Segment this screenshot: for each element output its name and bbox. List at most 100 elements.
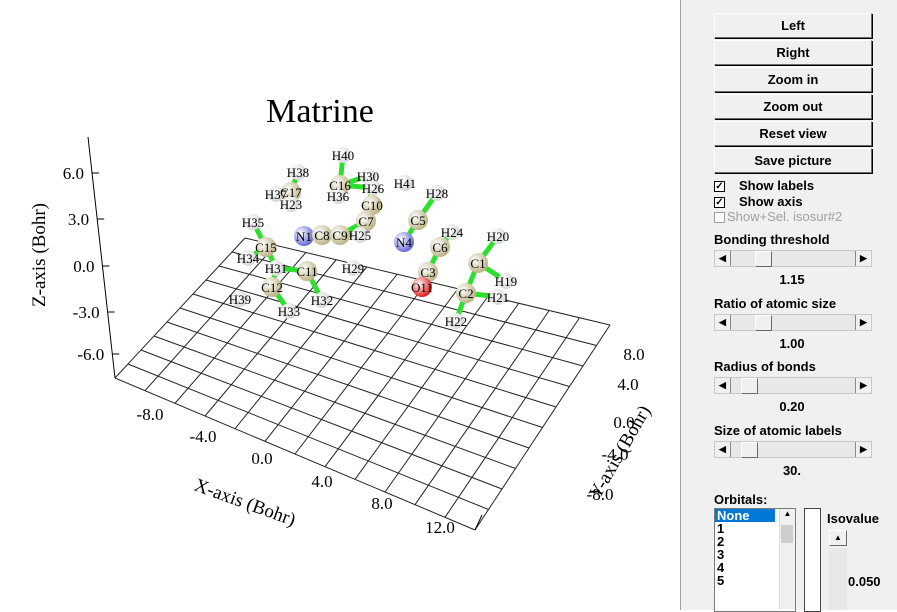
molecule: H40H38C16H30H26H41H28H37C17H23H36C10C7C5…: [229, 147, 517, 329]
atom-label: C3: [420, 265, 435, 280]
isovalue-value: 0.050: [848, 574, 881, 589]
atom-label: H35: [242, 215, 264, 230]
isovalue-track[interactable]: [829, 548, 847, 610]
checkbox-label: Show+Sel. isosur#2: [727, 209, 842, 224]
scroll-up[interactable]: ▲: [780, 509, 795, 518]
z-tick-label: -3.0: [73, 303, 100, 322]
check-box: [714, 212, 725, 223]
isovalue-label: Isovalue: [827, 511, 879, 526]
scroll-thumb[interactable]: [781, 525, 793, 543]
atom-label: H38: [287, 165, 309, 180]
button[interactable]: Zoom in: [714, 67, 872, 92]
orbital-item[interactable]: 4: [715, 561, 775, 574]
checkbox-label: Show axis: [739, 194, 803, 209]
3d-viewer[interactable]: Matrine Z-axis (Bohr) X-axis (Bohr) Y-ax…: [0, 0, 680, 610]
slider-value: 0.20: [714, 399, 870, 414]
atom-label: H23: [280, 197, 302, 212]
atom-label: C8: [314, 228, 329, 243]
checkbox[interactable]: ✓ Show labels: [714, 178, 814, 193]
button[interactable]: Right: [714, 40, 872, 65]
grid-line: [206, 280, 570, 387]
button[interactable]: Zoom out: [714, 94, 872, 119]
z-tick-label: 3.0: [68, 210, 89, 229]
slider-left[interactable]: ◀: [715, 251, 731, 266]
atom-label: H39: [229, 292, 251, 307]
slider-value: 1.00: [714, 336, 870, 351]
slider-right[interactable]: ▶: [855, 251, 871, 266]
atom-label: N4: [396, 235, 412, 250]
slider-label: Size of atomic labels: [714, 423, 842, 438]
slider-value: 1.15: [714, 272, 870, 287]
slider-left[interactable]: ◀: [715, 378, 731, 393]
atom-label: H19: [495, 274, 517, 289]
slider[interactable]: ◀▶: [714, 250, 872, 267]
z-tick-label: -6.0: [77, 345, 104, 364]
slider-left[interactable]: ◀: [715, 442, 731, 457]
atom-label: H29: [342, 261, 364, 276]
orbital-item[interactable]: 3: [715, 548, 775, 561]
y-tick-label: -4.0: [602, 445, 629, 464]
x-tick-label: 0.0: [251, 449, 272, 468]
checkbox[interactable]: ✓ Show axis: [714, 194, 803, 209]
check-box: ✓: [714, 181, 725, 192]
y-tick-label: 8.0: [623, 345, 644, 364]
atom-label: C1: [470, 256, 485, 271]
molecule-title: Matrine: [266, 93, 374, 130]
checkbox: Show+Sel. isosur#2: [714, 209, 842, 224]
button[interactable]: Save picture: [714, 148, 872, 173]
atom-label: C9: [332, 228, 347, 243]
atom-label: H33: [278, 304, 300, 319]
y-tick-label: 0.0: [613, 413, 634, 432]
grid-line: [167, 322, 529, 448]
x-axis-label: X-axis (Bohr): [191, 475, 298, 531]
orbital-item[interactable]: None: [715, 509, 775, 522]
slider-thumb[interactable]: [755, 315, 772, 331]
slider-thumb[interactable]: [741, 378, 758, 394]
atom-label: C11: [296, 264, 317, 279]
x-tick-label: 8.0: [371, 494, 392, 513]
atom-label: C5: [410, 213, 425, 228]
slider-thumb[interactable]: [741, 442, 758, 458]
atom-label: C10: [361, 198, 383, 213]
checkbox-label: Show labels: [739, 178, 814, 193]
list-scrollbar[interactable]: ▲: [779, 509, 795, 609]
slider[interactable]: ◀▶: [714, 377, 872, 394]
slider-label: Radius of bonds: [714, 359, 816, 374]
z-axis-label: Z-axis (Bohr): [29, 203, 50, 307]
y-axis-edge: [475, 515, 482, 530]
y-tick-label: -8.0: [587, 485, 614, 504]
atom-label: C7: [358, 214, 374, 229]
slider-thumb[interactable]: [755, 251, 772, 267]
atom-label: H20: [487, 229, 509, 244]
orbital-item[interactable]: 1: [715, 522, 775, 535]
slider-right[interactable]: ▶: [855, 442, 871, 457]
slider-left[interactable]: ◀: [715, 315, 731, 330]
atom-label: H40: [332, 148, 354, 163]
atom-label: H31: [265, 261, 287, 276]
check-box: ✓: [714, 197, 725, 208]
slider[interactable]: ◀▶: [714, 314, 872, 331]
app: {"viewer":{"title":"Matrine", "axes":{"x…: [0, 0, 897, 610]
atom-label: H25: [349, 228, 371, 243]
orbital-item[interactable]: 5: [715, 574, 775, 587]
isovalue-up[interactable]: ▲: [829, 530, 847, 546]
orbital-item[interactable]: 2: [715, 535, 775, 548]
atom-label: H26: [362, 181, 385, 196]
slider-right[interactable]: ▶: [855, 378, 871, 393]
x-tick-label: -8.0: [137, 405, 164, 424]
slider-right[interactable]: ▶: [855, 315, 871, 330]
x-tick-label: 12.0: [425, 518, 455, 537]
atom-label: C2: [458, 286, 473, 301]
button[interactable]: Left: [714, 13, 872, 38]
slider[interactable]: ◀▶: [714, 441, 872, 458]
atom-label: H21: [487, 290, 509, 305]
atom-label: H28: [426, 186, 448, 201]
z-tick-label: 6.0: [63, 164, 84, 183]
atom-label: C6: [432, 240, 448, 255]
z-tick-label: 0.0: [73, 257, 94, 276]
orbitals-label: Orbitals:: [714, 492, 767, 507]
atom-label: O11: [411, 280, 433, 295]
button[interactable]: Reset view: [714, 121, 872, 146]
